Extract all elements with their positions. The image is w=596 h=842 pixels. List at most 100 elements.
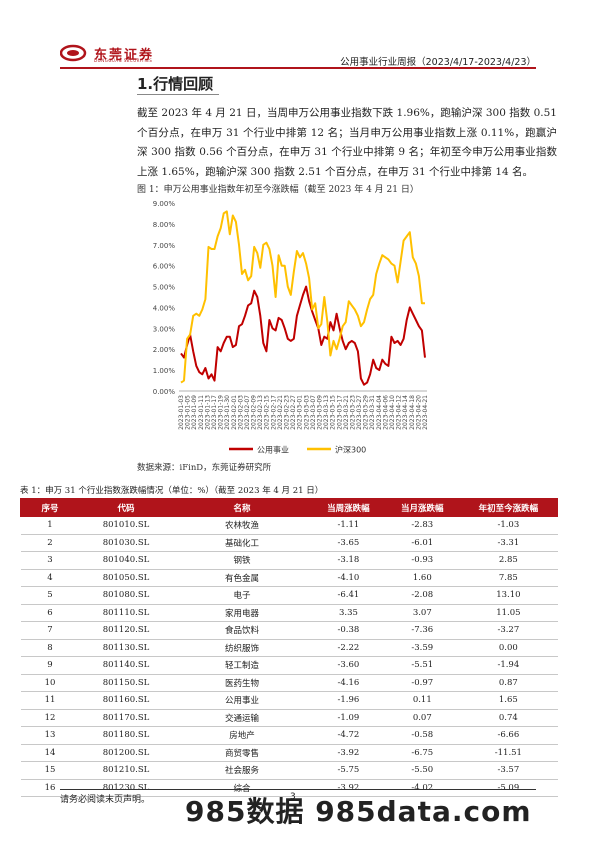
- cell-code: 801010.SL: [79, 516, 173, 535]
- x-tick-label: 2023-02-03: [237, 395, 244, 430]
- company-logo: 东莞证券: [60, 42, 154, 64]
- cell-week-change: -1.96: [311, 691, 386, 710]
- x-tick-label: 2023-04-12: [396, 395, 403, 430]
- cell-ytd-change: 13.10: [459, 586, 558, 605]
- cell-ytd-change: -1.94: [459, 656, 558, 675]
- cell-name: 社会服务: [172, 761, 312, 780]
- y-tick-label: 0.00%: [153, 388, 176, 396]
- cell-index: 8: [20, 639, 80, 657]
- x-tick-label: 2023-04-18: [409, 395, 416, 430]
- cell-ytd-change: 0.74: [459, 709, 558, 727]
- table-header-row: 序号 代码 名称 当周涨跌幅 当月涨跌幅 年初至今涨跌幅: [20, 498, 559, 517]
- cell-code: 801170.SL: [79, 709, 173, 727]
- header-week-change: 当周涨跌幅: [311, 498, 386, 517]
- x-tick-label: 2023-04-14: [402, 395, 409, 430]
- header-month-change: 当月涨跌幅: [384, 498, 460, 517]
- cell-code: 801180.SL: [79, 726, 173, 745]
- y-tick-label: 8.00%: [153, 221, 176, 229]
- section-title: 1.行情回顾: [137, 75, 214, 93]
- x-tick-label: 2023-02-23: [284, 395, 291, 430]
- cell-month-change: 3.07: [385, 604, 460, 622]
- y-tick-label: 6.00%: [153, 263, 176, 271]
- cell-week-change: 3.35: [311, 604, 386, 622]
- cell-code: 801040.SL: [79, 551, 173, 570]
- y-tick-label: 5.00%: [153, 284, 176, 292]
- cell-index: 5: [20, 586, 80, 605]
- x-tick-label: 2023-02-13: [257, 395, 264, 430]
- y-tick-label: 1.00%: [153, 367, 176, 375]
- cell-ytd-change: 2.85: [459, 551, 558, 570]
- y-tick-label: 4.00%: [153, 304, 176, 312]
- table-row: 4 801050.SL 有色金属 -4.10 1.60 7.85: [20, 569, 558, 587]
- figure-source: 数据来源：iFinD，东莞证券研究所: [137, 463, 272, 473]
- logo-text: 东莞证券: [94, 47, 155, 63]
- x-tick-label: 2023-02-01: [231, 395, 238, 430]
- cell-month-change: -2.83: [385, 516, 460, 535]
- cell-index: 4: [20, 569, 80, 587]
- cell-month-change: -4.02: [385, 779, 460, 797]
- footer-divider: [60, 789, 536, 790]
- x-tick-label: 2023-02-21: [277, 395, 284, 430]
- cell-code: 801230.SL: [79, 779, 173, 797]
- section-underline: [137, 94, 219, 95]
- cell-week-change: -4.72: [311, 726, 386, 745]
- cell-name: 基础化工: [172, 534, 312, 552]
- cell-index: 16: [20, 779, 80, 797]
- cell-code: 801160.SL: [79, 691, 173, 710]
- x-tick-label: 2023-03-03: [303, 395, 310, 430]
- cell-name: 商贸零售: [172, 744, 312, 762]
- x-tick-label: 2023-01-05: [185, 395, 192, 430]
- x-tick-label: 2023-02-27: [290, 395, 297, 430]
- cell-name: 钢铁: [172, 551, 312, 570]
- header-code: 代码: [79, 498, 173, 517]
- table-row: 8 801130.SL 纺织服饰 -2.22 -3.59 0.00: [20, 639, 558, 657]
- table-row: 3 801040.SL 钢铁 -3.18 -0.93 2.85: [20, 551, 558, 570]
- cell-index: 7: [20, 621, 80, 640]
- cell-code: 801150.SL: [79, 674, 173, 692]
- cell-month-change: -0.58: [385, 726, 460, 745]
- table-row: 2 801030.SL 基础化工 -3.65 -6.01 -3.31: [20, 534, 558, 552]
- x-tick-label: 2023-03-21: [343, 395, 350, 430]
- cell-month-change: -5.51: [385, 656, 460, 675]
- x-tick-label: 2023-02-07: [244, 395, 251, 430]
- legend-label: 公用事业: [257, 445, 289, 455]
- x-tick-label: 2023-03-15: [330, 395, 337, 430]
- cell-month-change: -5.50: [385, 761, 460, 780]
- cell-code: 801210.SL: [79, 761, 173, 780]
- cell-name: 家用电器: [172, 604, 312, 622]
- x-tick-label: 2023-03-31: [369, 395, 376, 430]
- cell-month-change: 1.60: [385, 569, 460, 587]
- cell-ytd-change: 1.65: [459, 691, 558, 710]
- series-line-utilities: [180, 285, 426, 386]
- x-tick-label: 2023-03-23: [349, 395, 356, 430]
- cell-index: 3: [20, 551, 80, 570]
- cell-month-change: -7.36: [385, 621, 460, 640]
- x-tick-label: 2023-03-01: [297, 395, 304, 430]
- watermark: 985数据 985data.com: [185, 795, 532, 828]
- cell-code: 801120.SL: [79, 621, 173, 640]
- table-row: 5 801080.SL 电子 -6.41 -2.08 13.10: [20, 586, 558, 605]
- cell-index: 15: [20, 761, 80, 780]
- cell-name: 轻工制造: [172, 656, 312, 675]
- x-tick-label: 2023-01-03: [178, 395, 185, 430]
- cell-index: 13: [20, 726, 80, 745]
- legend-label: 沪深300: [335, 445, 366, 455]
- cell-week-change: -4.16: [311, 674, 386, 692]
- cell-code: 801050.SL: [79, 569, 173, 587]
- cell-ytd-change: -5.09: [459, 779, 558, 797]
- table-caption: 表 1：申万 31 个行业指数涨跌幅情况（单位：%）（截至 2023 年 4 月…: [20, 486, 324, 496]
- cell-index: 12: [20, 709, 80, 727]
- cell-month-change: -2.08: [385, 586, 460, 605]
- table-row: 16 801230.SL 综合 -3.92 -4.02 -5.09: [20, 779, 558, 797]
- cell-code: 801110.SL: [79, 604, 173, 622]
- cell-month-change: -6.01: [385, 534, 460, 552]
- x-tick-label: 2023-04-04: [376, 395, 383, 430]
- cell-month-change: -0.97: [385, 674, 460, 692]
- page-number: 3: [290, 792, 296, 802]
- cell-name: 有色金属: [172, 569, 312, 587]
- cell-index: 2: [20, 534, 80, 552]
- x-tick-label: 2023-02-09: [251, 395, 258, 430]
- x-tick-label: 2023-01-11: [198, 395, 205, 430]
- cell-month-change: -0.93: [385, 551, 460, 570]
- y-tick-label: 2.00%: [153, 346, 176, 354]
